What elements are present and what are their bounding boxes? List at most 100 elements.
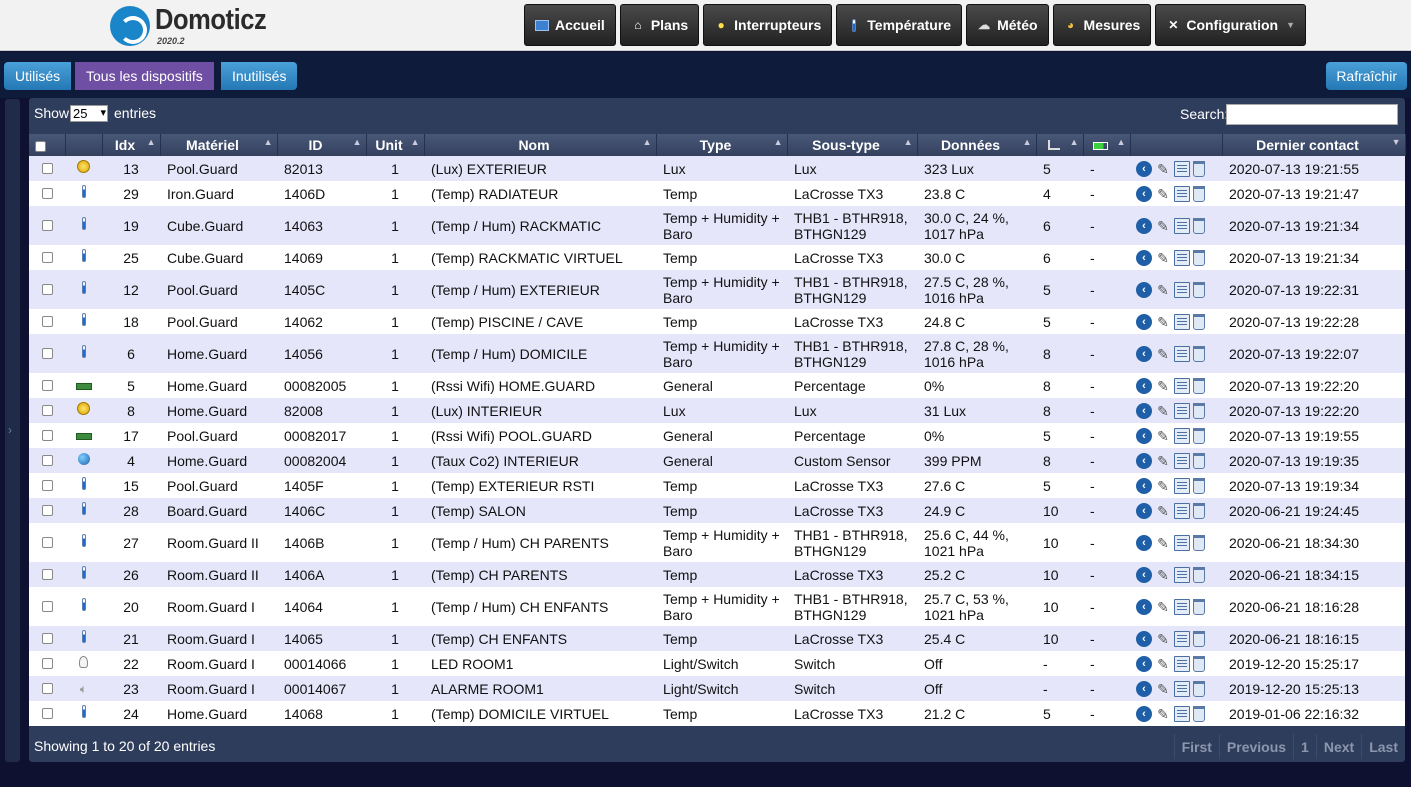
nav-temperature[interactable]: Température — [836, 4, 963, 46]
edit-pencil-icon[interactable]: ✎ — [1157, 428, 1169, 445]
edit-pencil-icon[interactable]: ✎ — [1157, 186, 1169, 203]
log-icon[interactable] — [1174, 681, 1190, 698]
log-icon[interactable] — [1174, 346, 1190, 363]
delete-trash-icon[interactable] — [1193, 403, 1205, 420]
device-wifi-icon[interactable] — [65, 373, 102, 398]
col-idx[interactable]: Idx ▲ — [102, 134, 161, 156]
row-checkbox[interactable] — [29, 676, 65, 701]
row-checkbox[interactable] — [29, 651, 65, 676]
log-icon[interactable] — [1174, 403, 1190, 420]
set-unused-icon[interactable]: ‹ — [1136, 631, 1152, 648]
table-row[interactable]: 25 Cube.Guard 14069 1 (Temp) RACKMATIC VIRTU… — [29, 245, 1405, 270]
pager-first[interactable]: First — [1173, 734, 1219, 759]
device-therm-icon[interactable] — [65, 245, 102, 270]
log-icon[interactable] — [1174, 535, 1190, 552]
row-checkbox[interactable] — [29, 245, 65, 270]
device-therm-icon[interactable] — [65, 626, 102, 651]
row-checkbox[interactable] — [29, 270, 65, 309]
device-therm-icon[interactable] — [65, 181, 102, 206]
set-unused-icon[interactable]: ‹ — [1136, 250, 1152, 267]
device-sun-icon[interactable] — [65, 156, 102, 181]
set-unused-icon[interactable]: ‹ — [1136, 567, 1152, 584]
device-therm-icon[interactable] — [65, 701, 102, 726]
table-row[interactable]: 18 Pool.Guard 14062 1 (Temp) PISCINE / CAVE T… — [29, 309, 1405, 334]
table-row[interactable]: 8 Home.Guard 82008 1 (Lux) INTERIEUR Lux Lux 31… — [29, 398, 1405, 423]
row-checkbox[interactable] — [29, 181, 65, 206]
table-row[interactable]: 13 Pool.Guard 82013 1 (Lux) EXTERIEUR Lux Lux 3… — [29, 156, 1405, 181]
log-icon[interactable] — [1174, 282, 1190, 299]
page-size-select[interactable]: 25 — [70, 105, 108, 122]
edit-pencil-icon[interactable]: ✎ — [1157, 250, 1169, 267]
pager-next[interactable]: Next — [1315, 734, 1361, 759]
set-unused-icon[interactable]: ‹ — [1136, 161, 1152, 178]
row-checkbox[interactable] — [29, 498, 65, 523]
edit-pencil-icon[interactable]: ✎ — [1157, 218, 1169, 235]
row-checkbox[interactable] — [29, 156, 65, 181]
table-row[interactable]: 🔈︎ 23 Room.Guard I 00014067 1 ALARME ROOM1 Lig… — [29, 676, 1405, 701]
left-collapse-rail[interactable]: › — [5, 99, 20, 762]
table-row[interactable]: 19 Cube.Guard 14063 1 (Temp / Hum) RACKMATIC… — [29, 206, 1405, 245]
device-bulb-icon[interactable] — [65, 651, 102, 676]
edit-pencil-icon[interactable]: ✎ — [1157, 478, 1169, 495]
edit-pencil-icon[interactable]: ✎ — [1157, 567, 1169, 584]
row-checkbox[interactable] — [29, 334, 65, 373]
row-checkbox[interactable] — [29, 587, 65, 626]
log-icon[interactable] — [1174, 478, 1190, 495]
device-wifi-icon[interactable] — [65, 423, 102, 448]
device-therm-icon[interactable] — [65, 473, 102, 498]
table-row[interactable]: 24 Home.Guard 14068 1 (Temp) DOMICILE VIRTUE… — [29, 701, 1405, 726]
set-unused-icon[interactable]: ‹ — [1136, 218, 1152, 235]
log-icon[interactable] — [1174, 453, 1190, 470]
table-row[interactable]: 20 Room.Guard I 14064 1 (Temp / Hum) CH ENFA… — [29, 587, 1405, 626]
log-icon[interactable] — [1174, 378, 1190, 395]
log-icon[interactable] — [1174, 656, 1190, 673]
edit-pencil-icon[interactable]: ✎ — [1157, 535, 1169, 552]
device-sun-icon[interactable] — [65, 398, 102, 423]
col-dernier-contact[interactable]: Dernier contact ▼ — [1222, 134, 1406, 156]
col-sous-type[interactable]: Sous-type ▲ — [787, 134, 918, 156]
table-row[interactable]: 28 Board.Guard 1406C 1 (Temp) SALON Temp LaCro… — [29, 498, 1405, 523]
pager-previous[interactable]: Previous — [1218, 734, 1293, 759]
delete-trash-icon[interactable] — [1193, 681, 1205, 698]
delete-trash-icon[interactable] — [1193, 478, 1205, 495]
log-icon[interactable] — [1174, 314, 1190, 331]
nav-accueil[interactable]: Accueil — [524, 4, 616, 46]
log-icon[interactable] — [1174, 631, 1190, 648]
edit-pencil-icon[interactable]: ✎ — [1157, 161, 1169, 178]
log-icon[interactable] — [1174, 706, 1190, 723]
row-checkbox[interactable] — [29, 523, 65, 562]
col-nom[interactable]: Nom ▲ — [424, 134, 657, 156]
col-materiel[interactable]: Matériel ▲ — [160, 134, 278, 156]
row-checkbox[interactable] — [29, 398, 65, 423]
log-icon[interactable] — [1174, 503, 1190, 520]
table-row[interactable]: 29 Iron.Guard 1406D 1 (Temp) RADIATEUR Temp La… — [29, 181, 1405, 206]
select-all-checkbox[interactable] — [35, 140, 47, 152]
pager-last[interactable]: Last — [1361, 734, 1405, 759]
table-row[interactable]: 17 Pool.Guard 00082017 1 (Rssi Wifi) POOL.GU… — [29, 423, 1405, 448]
table-row[interactable]: 27 Room.Guard II 1406B 1 (Temp / Hum) CH PAR… — [29, 523, 1405, 562]
table-row[interactable]: 21 Room.Guard I 14065 1 (Temp) CH ENFANTS Tem… — [29, 626, 1405, 651]
set-unused-icon[interactable]: ‹ — [1136, 403, 1152, 420]
device-globe-icon[interactable] — [65, 448, 102, 473]
set-unused-icon[interactable]: ‹ — [1136, 282, 1152, 299]
col-id[interactable]: ID ▲ — [277, 134, 367, 156]
table-row[interactable]: 5 Home.Guard 00082005 1 (Rssi Wifi) HOME.GUA… — [29, 373, 1405, 398]
set-unused-icon[interactable]: ‹ — [1136, 378, 1152, 395]
edit-pencil-icon[interactable]: ✎ — [1157, 681, 1169, 698]
col-type[interactable]: Type ▲ — [656, 134, 788, 156]
device-therm-icon[interactable] — [65, 206, 102, 245]
set-unused-icon[interactable]: ‹ — [1136, 428, 1152, 445]
delete-trash-icon[interactable] — [1193, 161, 1205, 178]
col-unit[interactable]: Unit ▲ — [366, 134, 425, 156]
delete-trash-icon[interactable] — [1193, 503, 1205, 520]
log-icon[interactable] — [1174, 161, 1190, 178]
edit-pencil-icon[interactable]: ✎ — [1157, 403, 1169, 420]
set-unused-icon[interactable]: ‹ — [1136, 478, 1152, 495]
device-therm-icon[interactable] — [65, 587, 102, 626]
set-unused-icon[interactable]: ‹ — [1136, 535, 1152, 552]
delete-trash-icon[interactable] — [1193, 567, 1205, 584]
col-donnees[interactable]: Données ▲ — [917, 134, 1037, 156]
set-unused-icon[interactable]: ‹ — [1136, 346, 1152, 363]
delete-trash-icon[interactable] — [1193, 599, 1205, 616]
row-checkbox[interactable] — [29, 562, 65, 587]
